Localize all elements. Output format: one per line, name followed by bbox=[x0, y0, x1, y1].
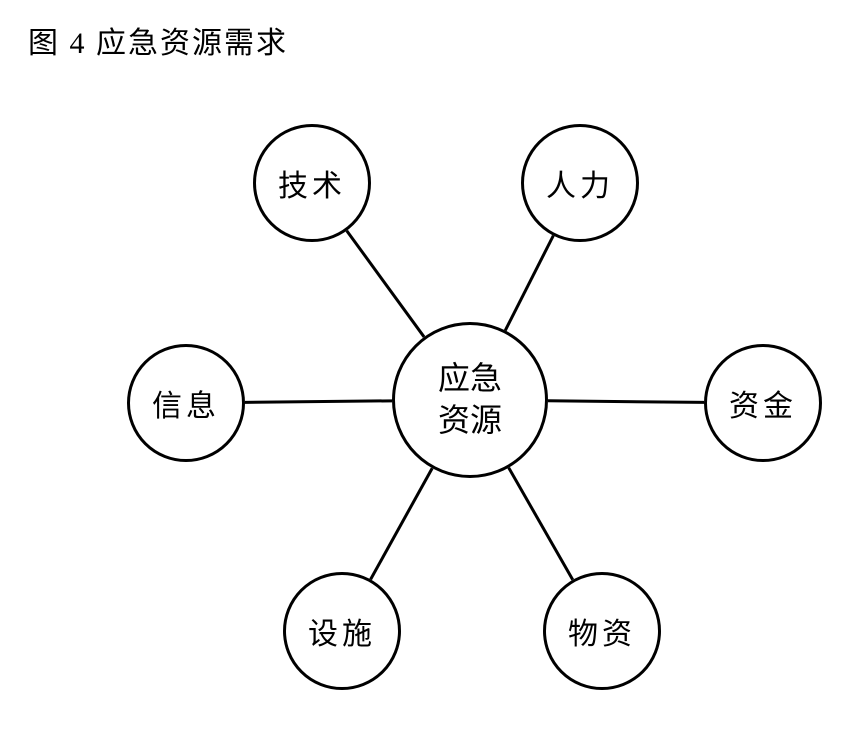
node-fund-label: 资金 bbox=[729, 381, 797, 425]
diagram-container: 应急资源 技术 人力 资金 物资 设施 信息 bbox=[0, 0, 856, 737]
node-labor-label: 人力 bbox=[546, 161, 614, 205]
node-info-label: 信息 bbox=[152, 381, 220, 425]
node-material-label: 物资 bbox=[568, 609, 636, 653]
node-center-label: 应急资源 bbox=[438, 358, 502, 441]
node-labor: 人力 bbox=[521, 124, 639, 242]
node-fund: 资金 bbox=[704, 344, 822, 462]
node-material: 物资 bbox=[543, 572, 661, 690]
node-info: 信息 bbox=[127, 344, 245, 462]
node-center: 应急资源 bbox=[392, 322, 548, 478]
node-tech-label: 技术 bbox=[278, 161, 346, 205]
node-tech: 技术 bbox=[253, 124, 371, 242]
node-facility: 设施 bbox=[283, 572, 401, 690]
node-facility-label: 设施 bbox=[308, 609, 376, 653]
